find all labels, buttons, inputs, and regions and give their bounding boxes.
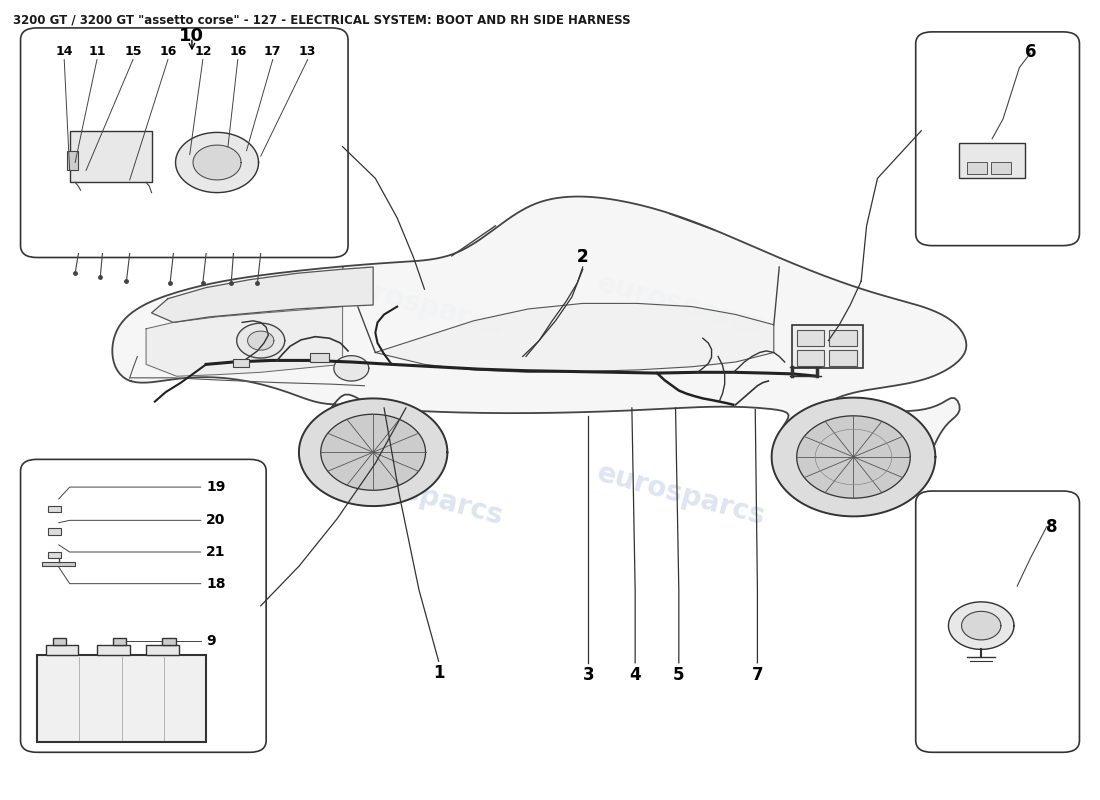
Text: 6: 6 xyxy=(1024,42,1036,61)
Text: 17: 17 xyxy=(264,45,282,58)
Polygon shape xyxy=(375,303,773,372)
Bar xyxy=(796,350,824,366)
Text: 8: 8 xyxy=(1046,518,1058,536)
Text: 11: 11 xyxy=(88,45,106,58)
Polygon shape xyxy=(192,145,241,180)
Text: 21: 21 xyxy=(206,545,225,559)
Text: eurosparcs: eurosparcs xyxy=(594,459,769,531)
Polygon shape xyxy=(152,267,373,322)
FancyBboxPatch shape xyxy=(21,28,348,258)
Bar xyxy=(47,552,60,558)
Text: 1: 1 xyxy=(433,664,444,682)
Bar xyxy=(991,162,1011,174)
Text: 19: 19 xyxy=(206,480,225,494)
Text: 3: 3 xyxy=(582,666,594,685)
Bar xyxy=(829,330,857,346)
Polygon shape xyxy=(236,323,285,358)
Bar xyxy=(97,646,130,655)
Polygon shape xyxy=(948,602,1014,650)
Polygon shape xyxy=(321,414,426,490)
Bar xyxy=(233,359,249,366)
Bar xyxy=(796,330,824,346)
Polygon shape xyxy=(146,306,342,376)
Text: 18: 18 xyxy=(206,577,225,590)
Bar xyxy=(113,638,127,646)
Bar xyxy=(69,131,152,182)
Bar xyxy=(47,528,60,534)
Text: eurosparcs: eurosparcs xyxy=(594,269,769,341)
Text: 9: 9 xyxy=(206,634,216,649)
Polygon shape xyxy=(176,133,258,193)
Text: 16: 16 xyxy=(160,45,177,58)
Bar xyxy=(37,655,206,742)
Bar xyxy=(967,162,987,174)
Bar xyxy=(67,150,78,170)
Text: 14: 14 xyxy=(55,45,73,58)
Text: 15: 15 xyxy=(124,45,142,58)
Text: 7: 7 xyxy=(751,666,763,685)
Bar xyxy=(47,506,60,513)
Text: 4: 4 xyxy=(629,666,641,685)
FancyBboxPatch shape xyxy=(915,491,1079,752)
FancyBboxPatch shape xyxy=(21,459,266,752)
Polygon shape xyxy=(248,331,274,350)
Bar xyxy=(43,562,75,566)
Bar xyxy=(792,325,864,368)
Bar xyxy=(53,638,66,646)
Text: eurosparcs: eurosparcs xyxy=(331,459,506,531)
Text: 3200 GT / 3200 GT "assetto corse" - 127 - ELECTRICAL SYSTEM: BOOT AND RH SIDE HA: 3200 GT / 3200 GT "assetto corse" - 127 … xyxy=(13,14,630,26)
Text: 2: 2 xyxy=(576,249,588,266)
Text: 20: 20 xyxy=(206,514,225,527)
Polygon shape xyxy=(771,398,935,516)
Text: 13: 13 xyxy=(299,45,317,58)
Text: 12: 12 xyxy=(194,45,211,58)
Text: 2: 2 xyxy=(576,249,588,266)
Polygon shape xyxy=(796,416,910,498)
Polygon shape xyxy=(961,611,1001,640)
Bar xyxy=(310,353,330,362)
Polygon shape xyxy=(112,197,967,505)
Bar xyxy=(959,142,1025,178)
Bar xyxy=(163,638,176,646)
Text: 5: 5 xyxy=(673,666,684,685)
Bar xyxy=(45,646,78,655)
Bar xyxy=(146,646,179,655)
Text: 10: 10 xyxy=(179,27,205,45)
Text: 16: 16 xyxy=(229,45,246,58)
Text: eurosparcs: eurosparcs xyxy=(331,269,506,341)
Polygon shape xyxy=(299,398,448,506)
FancyBboxPatch shape xyxy=(915,32,1079,246)
Polygon shape xyxy=(334,356,368,381)
Bar xyxy=(829,350,857,366)
